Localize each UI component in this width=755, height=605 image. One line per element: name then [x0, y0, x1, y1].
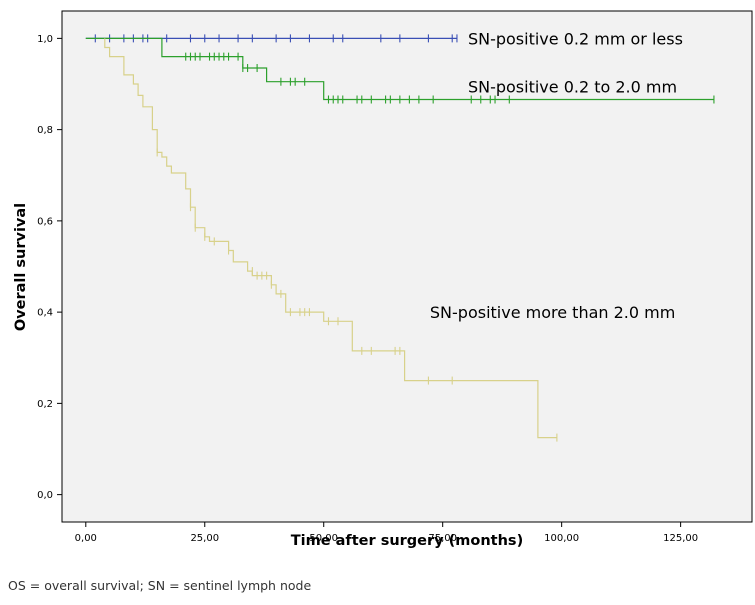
y-axis-title: Overall survival	[13, 203, 29, 331]
y-tick-label: 1,0	[37, 34, 53, 45]
curve-label-3: SN-positive more than 2.0 mm	[430, 303, 675, 322]
x-tick-label: 100,00	[544, 533, 579, 544]
x-tick-label: 0,00	[75, 533, 97, 544]
x-tick-label: 75,00	[428, 533, 457, 544]
y-tick-label: 0,2	[37, 399, 53, 410]
y-tick-label: 0,8	[37, 125, 53, 136]
y-tick-label: 0,0	[37, 490, 53, 501]
x-axis-ticks: 0,00 25,00 50,00 75,00 100,00 125,00	[75, 522, 698, 544]
plot-area	[61, 10, 753, 523]
y-axis-ticks: 0,0 0,2 0,4 0,6 0,8 1,0	[37, 34, 62, 501]
x-tick-label: 25,00	[190, 533, 219, 544]
km-survival-chart: 0,00 25,00 50,00 75,00 100,00 125,00 0,00,20,…	[13, 10, 753, 549]
y-tick-label: 0,4	[37, 308, 53, 319]
curve-label-1: SN-positive 0.2 mm or less	[468, 29, 683, 48]
x-tick-label: 50,00	[309, 533, 338, 544]
y-tick-label: 0,6	[37, 216, 53, 227]
curve-label-2: SN-positive 0.2 to 2.0 mm	[468, 77, 677, 96]
x-tick-label: 125,00	[663, 533, 698, 544]
x-axis-title: Time after surgery (months)	[291, 533, 523, 549]
curve-annotations: SN-positive 0.2 mm or less SN-positive 0.…	[430, 29, 683, 322]
survival-curves	[85, 34, 715, 442]
survival-curve-2	[85, 37, 714, 101]
figure-caption: OS = overall survival; SN = sentinel lym…	[8, 578, 312, 593]
